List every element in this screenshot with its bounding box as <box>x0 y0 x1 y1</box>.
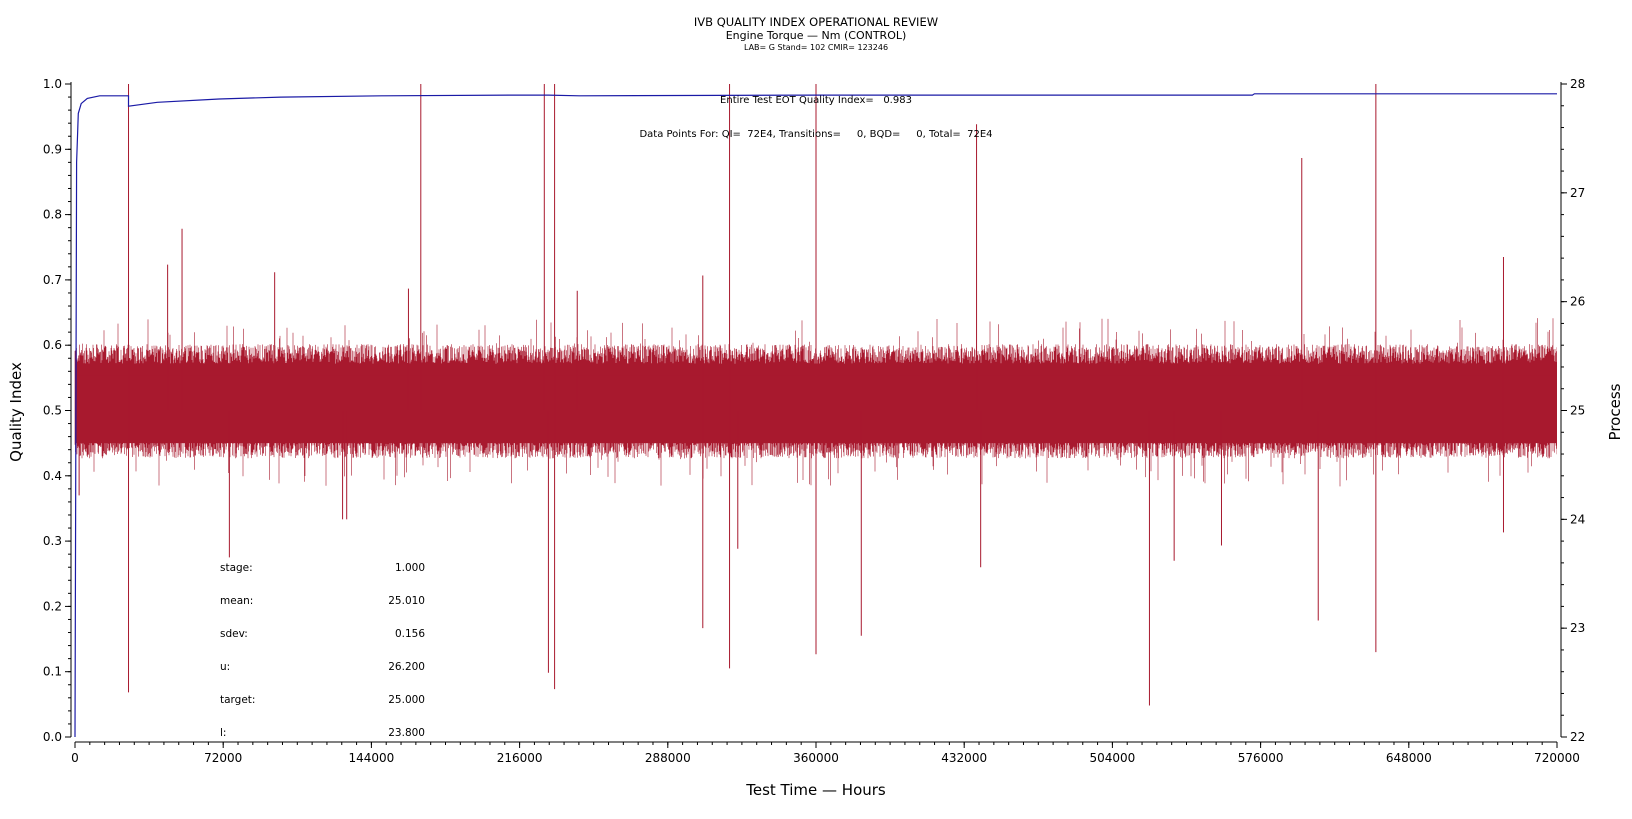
stat-value: 25.000 <box>388 694 425 706</box>
chart-subtitle: Engine Torque — Nm (CONTROL) <box>725 29 907 42</box>
x-tick-label: 432000 <box>941 751 987 765</box>
data-points-annotation: Data Points For: QI= 72E4, Transitions= … <box>639 129 993 140</box>
x-tick-label: 720000 <box>1534 751 1580 765</box>
process-series-spikes <box>78 84 1504 706</box>
stat-label: u: <box>220 661 231 673</box>
stat-value: 25.010 <box>388 595 425 607</box>
chart-sub-subtitle: LAB= G Stand= 102 CMIR= 123246 <box>743 43 889 52</box>
right-tick-label: 26 <box>1570 295 1585 309</box>
x-tick-label: 144000 <box>348 751 394 765</box>
stat-label: stage: <box>220 562 253 574</box>
stat-value: 0.156 <box>394 628 425 640</box>
left-tick-label: 0.1 <box>43 665 62 679</box>
right-y-axis-title: Process <box>1606 383 1624 441</box>
x-tick-label: 216000 <box>497 751 543 765</box>
quality-index-series <box>74 93 1557 737</box>
right-y-axis: 22 23 24 25 26 27 28 <box>1560 77 1585 744</box>
left-tick-label: 0.4 <box>43 469 62 483</box>
stat-label: l: <box>220 727 227 739</box>
stat-value: 1.000 <box>394 562 425 574</box>
x-tick-label: 288000 <box>645 751 691 765</box>
right-tick-label: 22 <box>1570 730 1585 744</box>
right-tick-label: 23 <box>1570 621 1585 635</box>
quality-index-line <box>74 93 1557 737</box>
left-tick-label: 0.0 <box>43 730 62 744</box>
stat-value: 23.800 <box>388 727 425 739</box>
x-tick-label: 0 <box>71 751 79 765</box>
left-tick-label: 0.5 <box>43 404 62 418</box>
x-tick-label: 648000 <box>1386 751 1432 765</box>
x-axis-title: Test Time — Hours <box>746 781 886 799</box>
left-tick-label: 0.6 <box>43 338 62 352</box>
x-axis: 0 72000 144000 216000 288000 360000 432000 5040… <box>71 741 1580 765</box>
left-tick-label: 0.8 <box>43 208 62 222</box>
right-tick-label: 27 <box>1570 186 1585 200</box>
left-tick-label: 0.7 <box>43 273 62 287</box>
x-tick-label: 576000 <box>1238 751 1284 765</box>
left-y-axis-title: Quality Index <box>7 362 25 462</box>
stat-label: sdev: <box>220 628 248 640</box>
left-tick-label: 0.3 <box>43 534 62 548</box>
chart-title: IVB QUALITY INDEX OPERATIONAL REVIEW <box>693 15 939 29</box>
stat-label: target: <box>220 694 256 706</box>
left-tick-label: 1.0 <box>43 77 62 91</box>
left-tick-label: 0.9 <box>43 142 62 156</box>
stat-value: 26.200 <box>388 661 425 673</box>
stat-label: mean: <box>220 595 254 607</box>
quality-index-annotation: Entire Test EOT Quality Index= 0.983 <box>720 95 912 106</box>
left-y-axis: 0.0 0.1 0.2 0.3 0.4 0.5 0.6 0.7 0.8 0.9 1.0 <box>43 77 72 744</box>
x-tick-label: 360000 <box>793 751 839 765</box>
right-tick-label: 28 <box>1570 77 1585 91</box>
right-tick-label: 24 <box>1570 512 1585 526</box>
right-tick-label: 25 <box>1570 404 1585 418</box>
x-tick-label: 72000 <box>204 751 242 765</box>
x-tick-label: 504000 <box>1089 751 1135 765</box>
left-tick-label: 0.2 <box>43 599 62 613</box>
